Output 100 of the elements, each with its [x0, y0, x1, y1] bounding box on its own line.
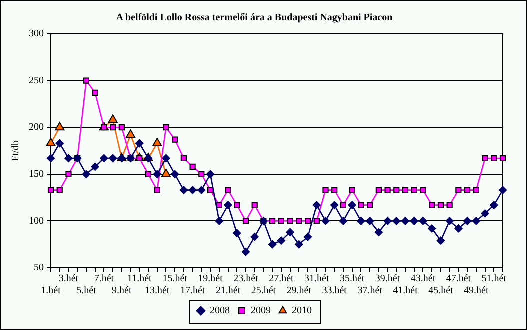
point — [436, 236, 446, 245]
point — [481, 210, 490, 218]
point — [472, 217, 481, 226]
point — [374, 228, 384, 237]
point — [498, 186, 508, 194]
point — [270, 218, 276, 224]
y-axis-title: Ft/db — [10, 140, 22, 162]
point — [92, 90, 98, 96]
point — [100, 154, 108, 163]
x-tick-label: 9.hét — [112, 286, 132, 297]
x-tick-label: 27.hét — [269, 274, 294, 285]
point — [401, 217, 410, 226]
point — [358, 202, 364, 208]
x-tick-label: 33.hét — [322, 286, 348, 297]
x-tick-label: 29.hét — [286, 286, 312, 297]
point — [429, 202, 436, 208]
point — [340, 202, 347, 208]
point — [108, 154, 118, 163]
point — [242, 218, 250, 224]
point — [402, 187, 409, 194]
point — [234, 202, 240, 208]
x-tick-label: 31.hét — [304, 274, 330, 285]
chart-title: A belföldi Lollo Rossa termelői ára a Budapesti Nagybani Piacon — [116, 12, 394, 24]
point — [55, 122, 65, 131]
point — [153, 170, 162, 178]
point — [454, 224, 463, 233]
point — [296, 218, 302, 224]
point — [190, 164, 196, 170]
x-tick-label: 41.hét — [393, 286, 418, 297]
point — [198, 171, 205, 178]
x-tick-label: 51.hét — [482, 274, 507, 285]
point — [82, 170, 91, 178]
x-tick-label: 13.hét — [144, 286, 170, 297]
x-tick-label: 39.hét — [375, 274, 400, 285]
point — [56, 187, 63, 194]
point — [384, 217, 392, 226]
x-tick-label: 25.hét — [251, 286, 276, 297]
x-tick-label: 21.hét — [216, 286, 241, 297]
point — [428, 224, 436, 233]
point — [154, 187, 160, 194]
x-tick-label: 37.hét — [358, 286, 383, 297]
point — [500, 155, 506, 162]
point — [215, 217, 224, 226]
point — [394, 187, 400, 194]
x-tick-label: 43.hét — [410, 274, 436, 285]
legend-label: 2009 — [251, 306, 271, 317]
point — [46, 154, 56, 163]
point — [198, 186, 206, 194]
point — [56, 139, 64, 148]
point — [420, 187, 426, 194]
y-tick-label: 250 — [29, 75, 44, 86]
point — [180, 186, 188, 194]
point — [490, 201, 498, 210]
x-tick-label: 17.hét — [180, 286, 206, 297]
point — [330, 201, 339, 210]
point — [473, 187, 480, 194]
point — [446, 202, 453, 208]
point — [252, 202, 258, 208]
point — [224, 201, 232, 210]
legend-label: 2010 — [292, 306, 312, 317]
point — [322, 187, 329, 194]
x-tick-label: 47.hét — [446, 274, 472, 285]
point — [312, 201, 321, 210]
point — [188, 186, 197, 194]
legend-label: 2008 — [210, 306, 230, 317]
point — [83, 78, 90, 84]
point — [172, 136, 178, 143]
point — [162, 154, 170, 163]
point — [46, 138, 56, 147]
x-tick-label: 3.hét — [58, 274, 79, 285]
point — [295, 240, 304, 249]
point — [419, 217, 428, 226]
point — [366, 217, 374, 226]
x-tick-label: 15.hét — [162, 274, 188, 285]
y-tick-label: 50 — [34, 262, 44, 274]
point — [207, 187, 214, 194]
point — [136, 139, 144, 148]
point — [438, 202, 444, 208]
x-tick-label: 19.hét — [198, 274, 224, 285]
point — [339, 217, 348, 226]
point — [278, 218, 284, 224]
point — [48, 187, 54, 194]
point — [161, 168, 172, 178]
point — [180, 155, 187, 162]
point — [242, 248, 250, 256]
point — [277, 236, 286, 245]
point — [91, 162, 100, 172]
x-tick-label: 45.hét — [428, 286, 454, 297]
point — [233, 229, 242, 238]
point — [110, 124, 116, 131]
y-tick-label: 150 — [29, 169, 44, 180]
x-tick-label: 7.hét — [94, 274, 114, 285]
point — [446, 217, 454, 226]
point — [287, 218, 294, 224]
x-tick-label: 35.hét — [340, 274, 365, 285]
point — [392, 217, 401, 226]
point — [367, 202, 374, 208]
point — [145, 171, 152, 178]
x-tick-label: 5.hét — [76, 286, 97, 297]
point — [206, 170, 215, 178]
